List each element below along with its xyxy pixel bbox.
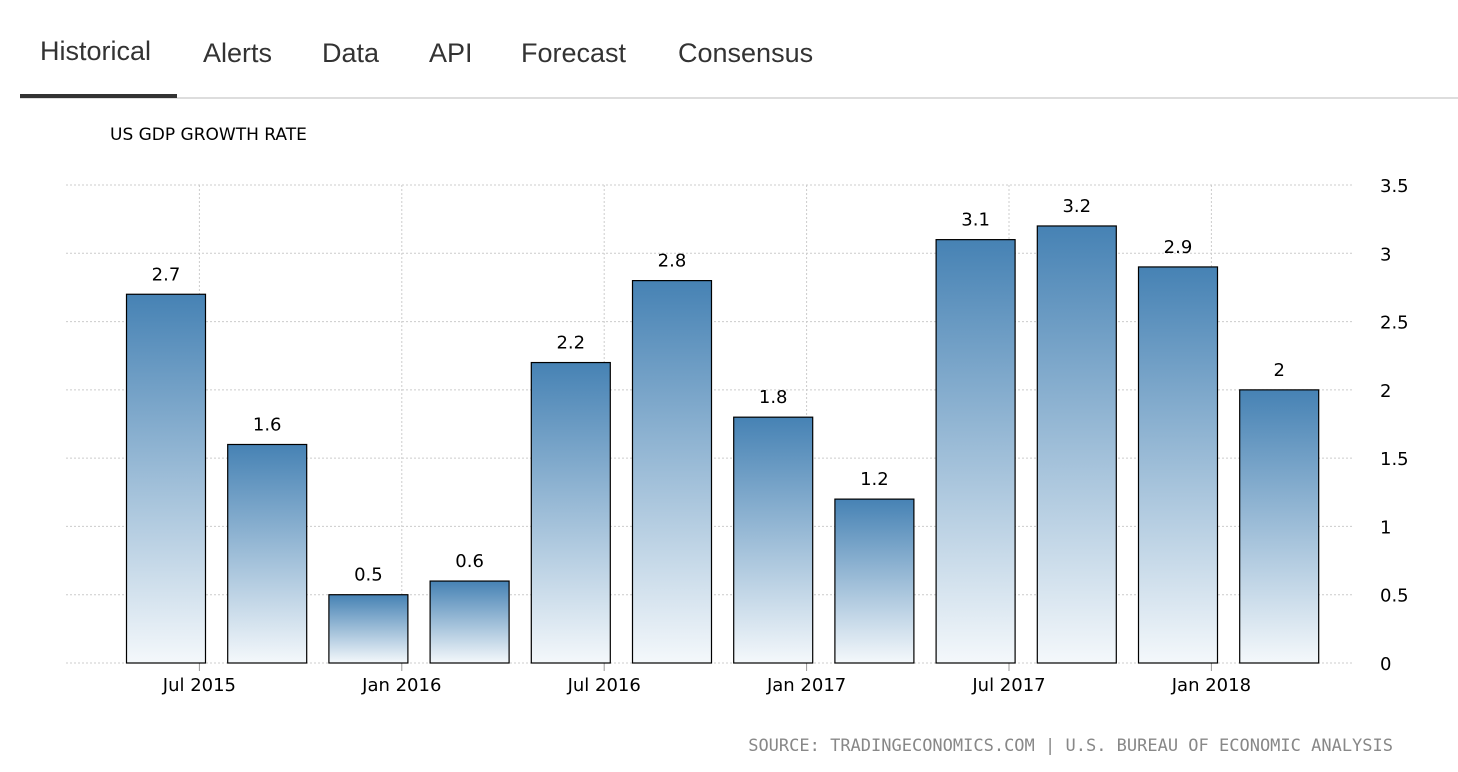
- y-tick-label: 1.5: [1380, 449, 1409, 470]
- tab-bar: Historical Alerts Data API Forecast Cons…: [20, 0, 1458, 99]
- bar: [733, 416, 814, 664]
- data-label: 3.2: [1062, 196, 1091, 217]
- data-label: 2.8: [658, 251, 687, 272]
- x-tick-label: Jul 2015: [162, 675, 236, 696]
- tab-historical[interactable]: Historical: [40, 36, 152, 66]
- y-tick-label: 2: [1380, 381, 1391, 402]
- tab-forecast[interactable]: Forecast: [521, 38, 627, 68]
- bar: [125, 293, 207, 664]
- bar: [1036, 225, 1117, 664]
- tab-api[interactable]: API: [429, 38, 473, 68]
- y-tick-label: 0.5: [1380, 586, 1409, 607]
- bar: [834, 498, 915, 664]
- bar: [227, 443, 308, 664]
- x-tick-label: Jan 2018: [1171, 675, 1251, 696]
- tab-data[interactable]: Data: [322, 38, 380, 68]
- bar: [1239, 389, 1320, 664]
- bar: [631, 280, 713, 664]
- data-label: 1.2: [860, 469, 889, 490]
- bar: [530, 361, 611, 664]
- y-tick-label: 2.5: [1380, 313, 1409, 334]
- data-label: 2.2: [556, 333, 585, 354]
- active-tab-indicator: [20, 94, 177, 98]
- x-tick-label: Jan 2016: [361, 675, 441, 696]
- data-label: 0.5: [354, 565, 383, 586]
- y-tick-label: 3: [1380, 244, 1391, 265]
- y-tick-label: 0: [1380, 654, 1391, 675]
- data-label: 2: [1273, 360, 1284, 381]
- bar: [935, 239, 1016, 664]
- data-label: 1.6: [253, 414, 282, 435]
- tab-consensus[interactable]: Consensus: [678, 38, 814, 68]
- x-tick-label: Jul 2017: [971, 675, 1045, 696]
- data-label: 1.8: [759, 387, 788, 408]
- x-tick-label: Jul 2016: [567, 675, 641, 696]
- data-label: 2.9: [1164, 237, 1193, 258]
- data-label: 0.6: [455, 551, 484, 572]
- bar: [1137, 266, 1219, 664]
- tab-alerts[interactable]: Alerts: [203, 38, 273, 68]
- source-note: SOURCE: TRADINGECONOMICS.COM | U.S. BURE…: [748, 736, 1393, 756]
- x-tick-label: Jan 2017: [766, 675, 846, 696]
- y-tick-label: 3.5: [1380, 176, 1409, 197]
- bar: [429, 580, 510, 664]
- bar: [328, 594, 409, 664]
- chart-title: US GDP GROWTH RATE: [110, 125, 307, 145]
- y-tick-label: 1: [1380, 517, 1391, 538]
- data-label: 2.7: [152, 264, 181, 285]
- data-label: 3.1: [961, 210, 990, 231]
